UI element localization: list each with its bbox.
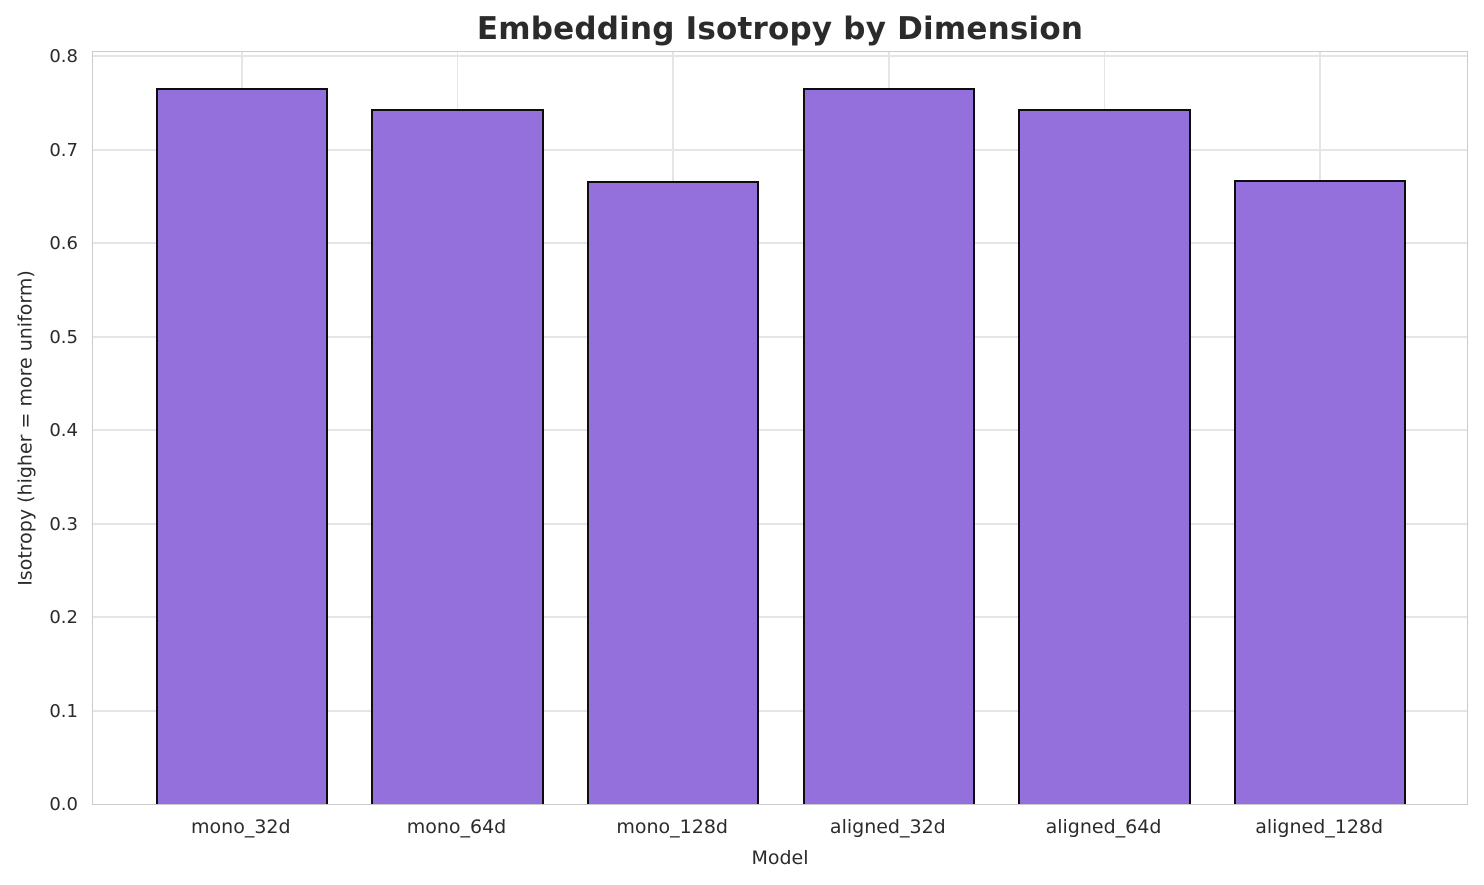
y-tick-label: 0.3 — [49, 513, 78, 535]
gridline-horizontal — [93, 522, 1467, 525]
y-tick-label: 0.0 — [49, 794, 78, 815]
y-tick-label: 0.5 — [49, 326, 78, 348]
bar-aligned_128d — [1233, 180, 1407, 804]
gridline-horizontal — [93, 335, 1467, 338]
bar-aligned_64d — [1018, 109, 1191, 804]
y-tick-label: 0.8 — [49, 46, 78, 67]
gridline-horizontal — [93, 709, 1467, 712]
gridline-horizontal — [93, 242, 1467, 244]
chart-title: Embedding Isotropy by Dimension — [476, 11, 1084, 47]
gridline-horizontal — [93, 148, 1467, 151]
gridline-horizontal — [93, 616, 1467, 618]
x-axis-label: Model — [751, 847, 809, 869]
gridline-horizontal — [93, 429, 1467, 431]
y-tick-label: 0.4 — [49, 420, 78, 441]
y-tick-label: 0.7 — [49, 139, 78, 161]
bar-mono_32d — [155, 87, 329, 804]
y-tick-label: 0.6 — [49, 233, 78, 254]
y-tick-label: 0.1 — [49, 700, 78, 722]
x-tick-label: mono_32d — [191, 816, 291, 838]
x-tick-label: aligned_32d — [829, 816, 946, 838]
x-tick-label: mono_128d — [616, 816, 728, 838]
gridline-horizontal — [93, 55, 1467, 57]
plot-area — [92, 51, 1468, 805]
bar-mono_64d — [371, 109, 544, 804]
bar-mono_128d — [586, 181, 760, 804]
bar-aligned_32d — [802, 87, 976, 804]
x-tick-label: aligned_128d — [1255, 816, 1384, 838]
y-tick-label: 0.2 — [49, 607, 78, 628]
x-tick-label: aligned_64d — [1045, 816, 1162, 838]
x-tick-label: mono_64d — [406, 816, 507, 838]
